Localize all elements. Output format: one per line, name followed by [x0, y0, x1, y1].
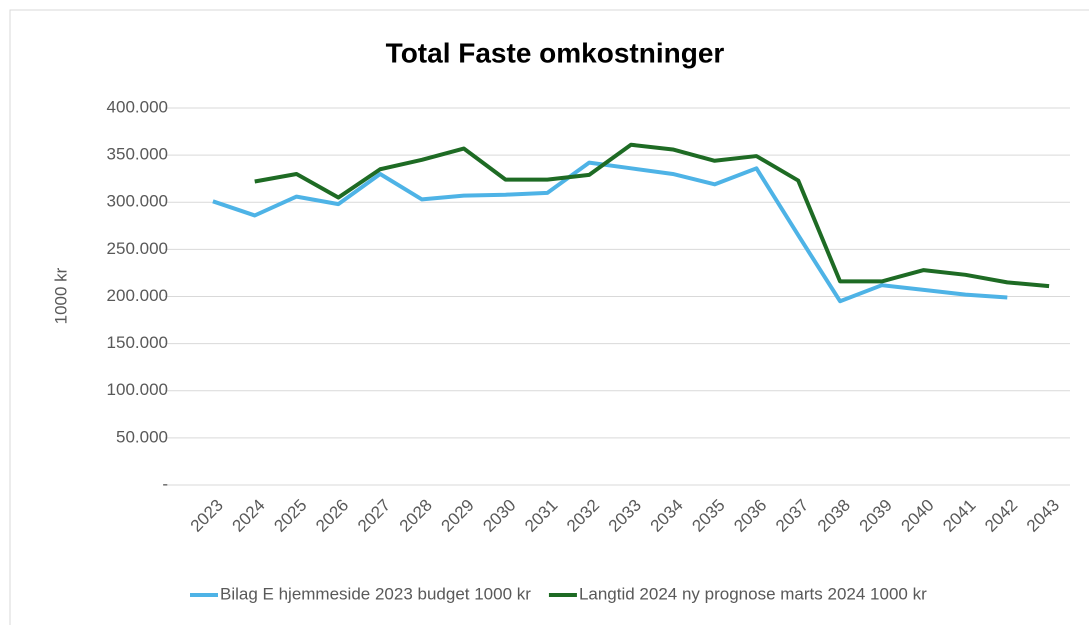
y-tick-label: 250.000: [107, 239, 168, 258]
y-tick-label: 350.000: [107, 145, 168, 164]
legend-label: Langtid 2024 ny prognose marts 2024 1000…: [579, 584, 927, 603]
legend-label: Bilag E hjemmeside 2023 budget 1000 kr: [220, 584, 531, 603]
y-tick-label: -: [162, 474, 168, 493]
y-tick-label: 400.000: [107, 97, 168, 116]
y-tick-label: 200.000: [107, 286, 168, 305]
chart-title: Total Faste omkostninger: [386, 37, 725, 68]
series-line: [254, 142, 1050, 289]
y-axis-label: 1000 kr: [51, 267, 70, 324]
y-tick-label: 50.000: [116, 427, 168, 446]
y-tick-label: 300.000: [107, 192, 168, 211]
series-line: [212, 160, 1008, 304]
y-tick-label: 150.000: [107, 333, 168, 352]
y-tick-label: 100.000: [107, 380, 168, 399]
chart-frame: [9, 9, 1089, 625]
